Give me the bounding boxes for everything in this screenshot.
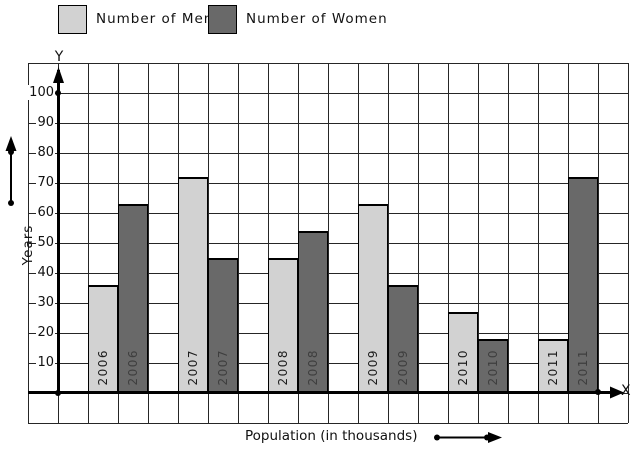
bar-women-2010: 2010 xyxy=(478,339,508,393)
x-axis-line xyxy=(28,391,613,394)
y-axis-letter: Y xyxy=(54,49,64,65)
y-tick-100: 100 xyxy=(28,85,55,100)
bar-men-2010: 2010 xyxy=(448,312,478,393)
women-color-swatch xyxy=(208,4,237,34)
y-tick-90: 90 xyxy=(36,115,55,130)
bar-women-2007: 2007 xyxy=(208,258,238,393)
bar-men-2011: 2011 xyxy=(538,339,568,393)
y-axis-100-dot xyxy=(55,90,61,96)
legend-item-men: Number of Men xyxy=(58,0,213,38)
horizontal-direction-arrow-icon xyxy=(434,432,502,443)
bar-women-2008: 2008 xyxy=(298,231,328,393)
men-color-swatch xyxy=(58,4,87,34)
y-axis-line xyxy=(57,70,60,394)
y-tick-50: 50 xyxy=(36,235,55,250)
y-axis-arrowhead-icon xyxy=(53,67,64,83)
bar-women-2011: 2011 xyxy=(568,177,598,393)
bar-women-2006: 2006 xyxy=(118,204,148,393)
x-axis-title: Population (in thousands) xyxy=(245,428,418,444)
bar-men-2006: 2006 xyxy=(88,285,118,393)
x-axis-arrowhead-icon xyxy=(610,386,624,399)
y-tick-20: 20 xyxy=(36,325,55,340)
origin-dot xyxy=(55,390,61,396)
x-axis-letter: X xyxy=(621,383,631,399)
y-tick-40: 40 xyxy=(36,265,55,280)
y-axis-title: Years xyxy=(20,224,36,266)
legend-label-women: Number of Women xyxy=(246,11,388,27)
bar-men-2007: 2007 xyxy=(178,177,208,393)
y-tick-10: 10 xyxy=(36,355,55,370)
y-tick-80: 80 xyxy=(36,145,55,160)
bar-men-2008: 2008 xyxy=(268,258,298,393)
legend-label-men: Number of Men xyxy=(96,11,214,27)
legend-item-women: Number of Women xyxy=(208,0,388,38)
y-tick-60: 60 xyxy=(36,205,55,220)
vertical-direction-arrow-icon xyxy=(5,136,17,206)
y-tick-30: 30 xyxy=(36,295,55,310)
bar-women-2009: 2009 xyxy=(388,285,418,393)
y-tick-70: 70 xyxy=(36,175,55,190)
